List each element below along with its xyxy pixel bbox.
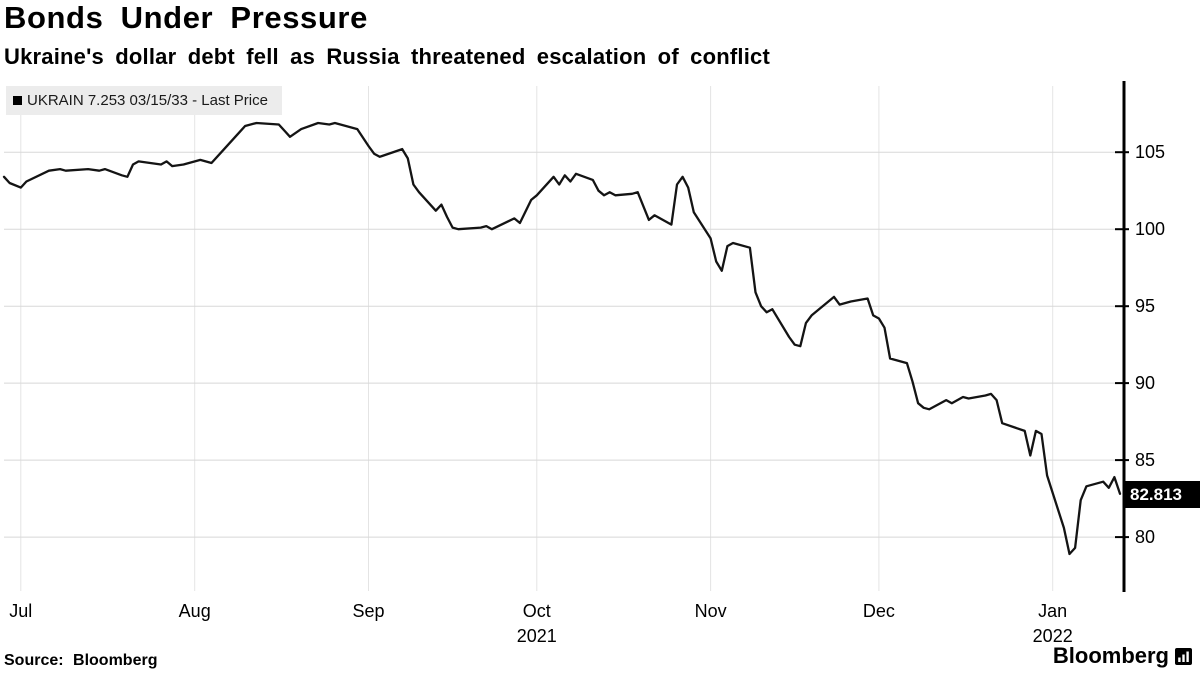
y-axis-tick-label: 85 <box>1135 450 1155 470</box>
x-axis-month-label: Jan <box>1038 601 1067 621</box>
y-axis-tick-label: 90 <box>1135 373 1155 393</box>
legend-series-marker-icon <box>13 96 22 105</box>
bloomberg-wordmark: Bloomberg <box>1052 643 1169 668</box>
last-price-label: 82.813 <box>1124 481 1200 508</box>
x-axis-month-label: Oct <box>523 601 551 621</box>
page-subtitle: Ukraine's dollar debt fell as Russia thr… <box>4 44 770 69</box>
legend: UKRAIN 7.253 03/15/33 - Last Price <box>6 86 282 115</box>
y-axis-tick-label: 105 <box>1135 142 1165 162</box>
x-axis-month-label: Aug <box>179 601 211 621</box>
y-axis-tick-label: 95 <box>1135 296 1155 316</box>
source-note: Source: Bloomberg <box>4 652 158 669</box>
page-title: Bonds Under Pressure <box>4 0 368 35</box>
y-axis-tick-label: 80 <box>1135 527 1155 547</box>
price-line-chart: 80 85 90 95 100 105 Jul Aug Sep Oct Nov Dec Jan 2021 2… <box>2 81 1165 646</box>
legend-series-label: UKRAIN 7.253 03/15/33 - Last Price <box>27 92 268 109</box>
x-axis-year-label: 2022 <box>1033 626 1073 646</box>
x-axis-month-label: Jul <box>9 601 32 621</box>
x-axis-month-label: Dec <box>863 601 895 621</box>
price-line <box>2 121 1122 556</box>
y-axis-tick-label: 100 <box>1135 219 1165 239</box>
bloomberg-logo: Bloomberg <box>1053 643 1192 669</box>
x-axis-year-label: 2021 <box>517 626 557 646</box>
x-axis-month-label: Sep <box>352 601 384 621</box>
bloomberg-chart-icon <box>1175 647 1192 665</box>
x-axis-month-label: Nov <box>695 601 727 621</box>
